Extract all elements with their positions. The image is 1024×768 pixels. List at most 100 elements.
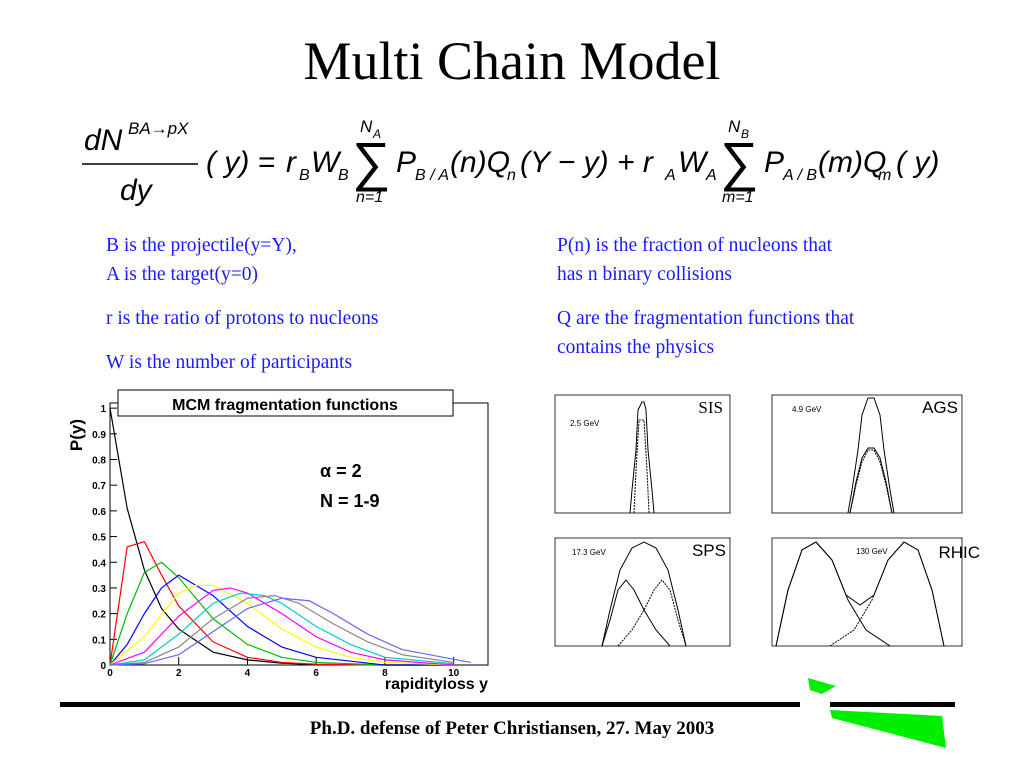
y-tick-label: 0.1: [92, 635, 106, 646]
formula-WA: W: [678, 146, 709, 179]
formula-WB-sub: B: [338, 167, 349, 184]
formula-rA-sub: A: [664, 167, 676, 184]
rhic-label: RHIC: [938, 543, 980, 562]
rhic-frame: [771, 537, 963, 647]
formula-P2-sub: A / B: [782, 167, 817, 184]
axis-ticks: 00.10.20.30.40.50.60.70.80.910 2 4 6 8 10: [92, 404, 460, 679]
rhic-energy: 130 GeV: [856, 547, 888, 556]
n-label: N = 1-9: [320, 491, 380, 511]
sps-label: SPS: [692, 541, 726, 560]
sum1-lower: n=1: [356, 189, 383, 206]
formula-P2-arg: (m)Q: [818, 146, 886, 179]
series-line-6: [109, 587, 454, 666]
ags-curve-outer: [847, 397, 895, 514]
ags-energy: 4.9 GeV: [792, 405, 822, 414]
formula-P1-arg: (n)Q: [450, 146, 510, 179]
sis-energy: 2.5 GeV: [570, 419, 600, 428]
sum2-upper: N: [728, 117, 741, 136]
footer-rule-right: [830, 702, 955, 707]
logo-shard-top: [808, 678, 836, 694]
sis-curve-outer: [629, 401, 655, 514]
ags-frame: [771, 394, 963, 514]
sps-curve-right: [617, 579, 687, 647]
sum1-upper: N: [360, 117, 373, 136]
note-ratio: r is the ratio of protons to nucleons: [106, 308, 379, 329]
note-pn-1: P(n) is the fraction of nucleons that: [557, 235, 833, 256]
y-tick-label: 1: [100, 404, 106, 415]
formula-P1: P: [396, 146, 416, 179]
x-tick-label: 10: [448, 668, 460, 679]
formula-rB: r: [286, 146, 297, 179]
formula-WA-sub: A: [705, 167, 717, 184]
nbi-logo-icon: [808, 678, 946, 748]
formula-WB: W: [311, 146, 342, 179]
plot-title: MCM fragmentation functions: [172, 397, 398, 414]
rhic-curve-left: [775, 541, 891, 647]
y-tick-label: 0.7: [92, 481, 106, 492]
footer-rule-left: [60, 702, 800, 707]
series-line-9: [109, 597, 471, 666]
formula-rB-sub: B: [299, 167, 310, 184]
formula-P1-q-sub: n: [507, 167, 516, 184]
y-tick-label: 0.2: [92, 610, 106, 621]
series-line-7: [109, 592, 454, 666]
x-tick-label: 8: [382, 668, 388, 679]
sps-frame: [554, 537, 731, 647]
x-axis-label: rapidityloss y: [385, 676, 488, 693]
note-q-1: Q are the fragmentation functions that: [557, 308, 855, 329]
x-tick-label: 0: [107, 668, 113, 679]
series-line-2: [109, 541, 454, 666]
small-plots-panel: SIS 2.5 GeV AGS 4.9 GeV SPS 17.3 GeV RHI…: [540, 390, 980, 670]
notes-right: P(n) is the fraction of nucleons that ha…: [557, 231, 854, 362]
formula-P1-tail: (Y − y) + r: [520, 146, 654, 179]
logo-shard-bottom: [830, 710, 946, 748]
note-target: A is the target(y=0): [106, 264, 258, 285]
formula-P1-sub: B / A: [415, 167, 449, 184]
sum2-lower: m=1: [722, 189, 754, 206]
y-tick-label: 0: [100, 661, 106, 672]
series-line-5: [109, 584, 454, 666]
sum-symbol-1: ∑: [352, 132, 391, 192]
alpha-label: α = 2: [320, 461, 362, 481]
y-axis-label: P(y): [67, 419, 86, 451]
plot-curves: [109, 408, 471, 666]
note-projectile: B is the projectile(y=Y),: [106, 235, 297, 256]
sps-curve-total: [601, 541, 687, 647]
sis-label: SIS: [698, 398, 723, 417]
note-participants: W is the number of participants: [106, 352, 353, 373]
notes-left: B is the projectile(y=Y), A is the targe…: [106, 231, 378, 377]
formula-lhs-num: dN: [84, 124, 123, 157]
y-tick-label: 0.6: [92, 507, 106, 518]
sum1-upper-sub: A: [372, 127, 381, 141]
y-tick-label: 0.5: [92, 533, 106, 544]
note-q-2: contains the physics: [557, 337, 715, 358]
sum2-upper-sub: B: [741, 127, 749, 141]
y-tick-label: 0.4: [92, 558, 106, 569]
formula-P2: P: [764, 146, 784, 179]
formula-arg: ( y) =: [206, 146, 275, 179]
series-line-4: [109, 574, 454, 666]
x-tick-label: 6: [313, 668, 319, 679]
note-pn-2: has n binary collisions: [557, 264, 732, 285]
series-line-8: [109, 595, 454, 666]
y-tick-label: 0.9: [92, 430, 106, 441]
small-plots-svg: SIS 2.5 GeV AGS 4.9 GeV SPS 17.3 GeV RHI…: [554, 394, 980, 647]
sps-curve-left: [601, 579, 671, 647]
plot-title-box: [117, 389, 454, 417]
ags-curve-inner: [849, 447, 893, 514]
formula-P2-tail: ( y): [896, 146, 939, 179]
formula-lhs-sup: BA→pX: [128, 119, 189, 138]
rhic-curve-right: [829, 541, 945, 647]
ags-curve-dashed: [849, 449, 893, 514]
y-tick-label: 0.8: [92, 456, 106, 467]
sum-symbol-2: ∑: [720, 132, 759, 192]
y-tick-label: 0.3: [92, 584, 106, 595]
ags-label: AGS: [922, 398, 958, 417]
mcm-formula: dN BA→pX dy ( y) = r B W B ∑ N A n=1 P B…: [82, 117, 939, 207]
x-tick-label: 2: [176, 668, 182, 679]
formula-P2-q-sub: m: [878, 167, 891, 184]
mcm-main-plot: MCM fragmentation functions P(y) rapidit…: [67, 389, 489, 693]
formula-lhs-den: dy: [120, 174, 154, 207]
slide-title: Multi Chain Model: [303, 31, 721, 91]
sps-energy: 17.3 GeV: [572, 548, 606, 557]
